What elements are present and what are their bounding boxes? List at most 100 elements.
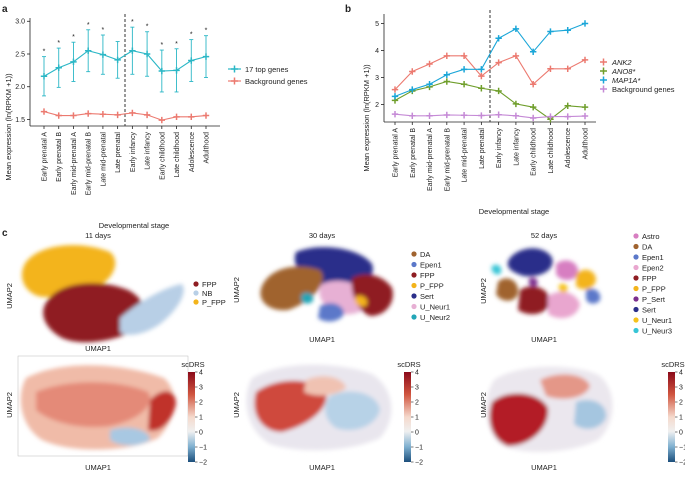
panel-b-point [478, 85, 485, 92]
legend-dot-fpp [193, 281, 199, 287]
colorbar-tick-label-2: −1 [679, 444, 685, 451]
panel-a-point [40, 108, 48, 115]
panel-c-scdrs-52days: UMAP1 UMAP2 [479, 366, 613, 472]
legend-label-epen1: Epen1 [420, 261, 442, 270]
legend-label-u-neur2: U_Neur2 [420, 313, 450, 322]
panel-a-point [55, 112, 62, 119]
legend-label-u-neur1: U_Neur1 [642, 316, 672, 325]
cluster-nb-11d [120, 284, 184, 335]
legend-dot-u-neur1 [633, 317, 639, 323]
panel-b-xlabel: Developmental stage [479, 207, 549, 216]
cluster-sert-52d [507, 248, 553, 277]
scdrs-30d-cold [325, 391, 380, 430]
cluster-p-fpp-30d [354, 295, 368, 307]
legend-dot-fpp [411, 272, 417, 278]
legend-b-ank2: ANK2 [611, 58, 632, 67]
cluster-u-neur1-52d [558, 283, 568, 293]
legend-dot-epen1 [633, 254, 639, 260]
panel-b-point [478, 66, 485, 73]
panel-a-significance-star: * [131, 19, 134, 26]
legend-dot-epen2 [633, 264, 639, 271]
legend-label-astro: Astro [642, 232, 660, 241]
cluster-u-neur3-52d [491, 264, 502, 275]
colorbar-tick-label-1: −2 [415, 459, 423, 466]
scdrs-11d-mid [36, 382, 151, 428]
umap-52days-title: 52 days [531, 231, 558, 240]
legend-11d-p-fpp: P_FPP [202, 298, 226, 307]
legend-b-map1a: MAP1A* [612, 76, 641, 85]
colorbar-title-2: scDRS [661, 360, 684, 369]
colorbar-tick-label-2: 4 [679, 369, 683, 376]
panel-a-chart: Mean expression (ln(RPKM +1)) Developmen… [4, 65, 308, 230]
colorbar-tick-label-1: 4 [415, 369, 419, 376]
panel-a-point [70, 58, 77, 66]
umap-30days-xlabel: UMAP1 [309, 335, 335, 344]
legend-b-background: Background genes [612, 85, 675, 94]
scdrs-52d-cold [574, 399, 607, 429]
colorbar-tick-label-2: 1 [679, 414, 683, 421]
colorbar-tick-label-0: 4 [199, 369, 203, 376]
panel-b-point [495, 59, 502, 66]
panel-b-point [426, 60, 433, 68]
panel-b-point [409, 86, 416, 93]
panel-a-point [188, 57, 195, 64]
panel-a-point [114, 111, 121, 119]
panel-b-ytick-label: 3 [375, 75, 379, 82]
legend-b-ano8: ANO8* [611, 67, 636, 76]
panel-a-significance-star: * [102, 27, 105, 34]
panel-a-series-line-0 [43, 50, 207, 77]
panel-a-ytick-label: 3.0 [15, 19, 25, 26]
cluster-u-neur2-30d [300, 292, 314, 304]
panel-a-point [99, 111, 107, 118]
cluster-fpp-52d [518, 286, 550, 315]
panel-a-point [143, 50, 151, 58]
legend-dot-da [411, 251, 417, 257]
umap-30days-title: 30 days [309, 231, 336, 240]
panel-a-point [158, 67, 166, 75]
panel-a-xtick-label: Late childhood [174, 132, 181, 178]
colorbar-gradient-1 [404, 372, 411, 462]
umap-30days-ylabel: UMAP2 [232, 277, 241, 303]
scdrs-11d-xlabel: UMAP1 [85, 463, 111, 472]
umap-52days-ylabel: UMAP2 [479, 278, 488, 304]
panel-b-point [495, 111, 502, 118]
panel-a-xtick-label: Adulthood [204, 132, 211, 164]
scdrs-30d-ylabel: UMAP2 [232, 392, 241, 418]
panel-b-ylabel: Mean expression (ln(RPKM +1)) [362, 64, 371, 172]
legend-b-ank2-marker [600, 58, 607, 66]
colorbar-tick-label-1: 0 [415, 429, 419, 436]
legend-label-epen2: Epen2 [642, 264, 664, 273]
panel-a-xtick-label: Late infancy [145, 132, 152, 170]
scdrs-52d-hot [489, 393, 549, 446]
panel-b-xtick-label: Late prenatal [479, 128, 486, 169]
umap-52days-clusters [491, 248, 601, 319]
legend-dot-da [633, 243, 639, 250]
colorbar-gradient-2 [668, 372, 675, 462]
legend-dot-p-sert [633, 296, 639, 302]
scdrs-52d-xlabel: UMAP1 [531, 463, 557, 472]
panel-a-point [202, 53, 210, 60]
legend-dot-u-neur1 [411, 303, 417, 310]
colorbar-tick-label-2: −2 [679, 459, 685, 466]
scdrs-52d-ylabel: UMAP2 [479, 392, 488, 418]
panel-b-point [426, 112, 433, 119]
colorbar-tick-label-0: 2 [199, 399, 203, 406]
panel-a-point [202, 112, 210, 119]
panel-b-point [581, 56, 589, 64]
panel-a-xtick-label: Early mid-prenatal B [86, 132, 93, 196]
legend-label-u-neur1: U_Neur1 [420, 303, 450, 312]
panel-a-xtick-label: Late prenatal [115, 132, 122, 173]
panel-letter-b: b [345, 4, 351, 15]
panel-b-point [460, 52, 468, 60]
scdrs-30d-xlabel: UMAP1 [309, 463, 335, 472]
umap-52days-legend: AstroDAEpen1Epen2FPPP_FPPP_SertSertU_Neu… [633, 232, 672, 336]
panel-a-point [143, 111, 151, 119]
panel-a-significance-star: * [146, 24, 149, 31]
colorbar-gradient-0 [188, 372, 195, 462]
legend-label-p-sert: P_Sert [642, 295, 666, 304]
panel-c-scdrs-30days: UMAP1 UMAP2 [232, 364, 392, 472]
panel-b-point [460, 66, 468, 73]
legend-label-p-fpp: P_FPP [420, 282, 444, 291]
